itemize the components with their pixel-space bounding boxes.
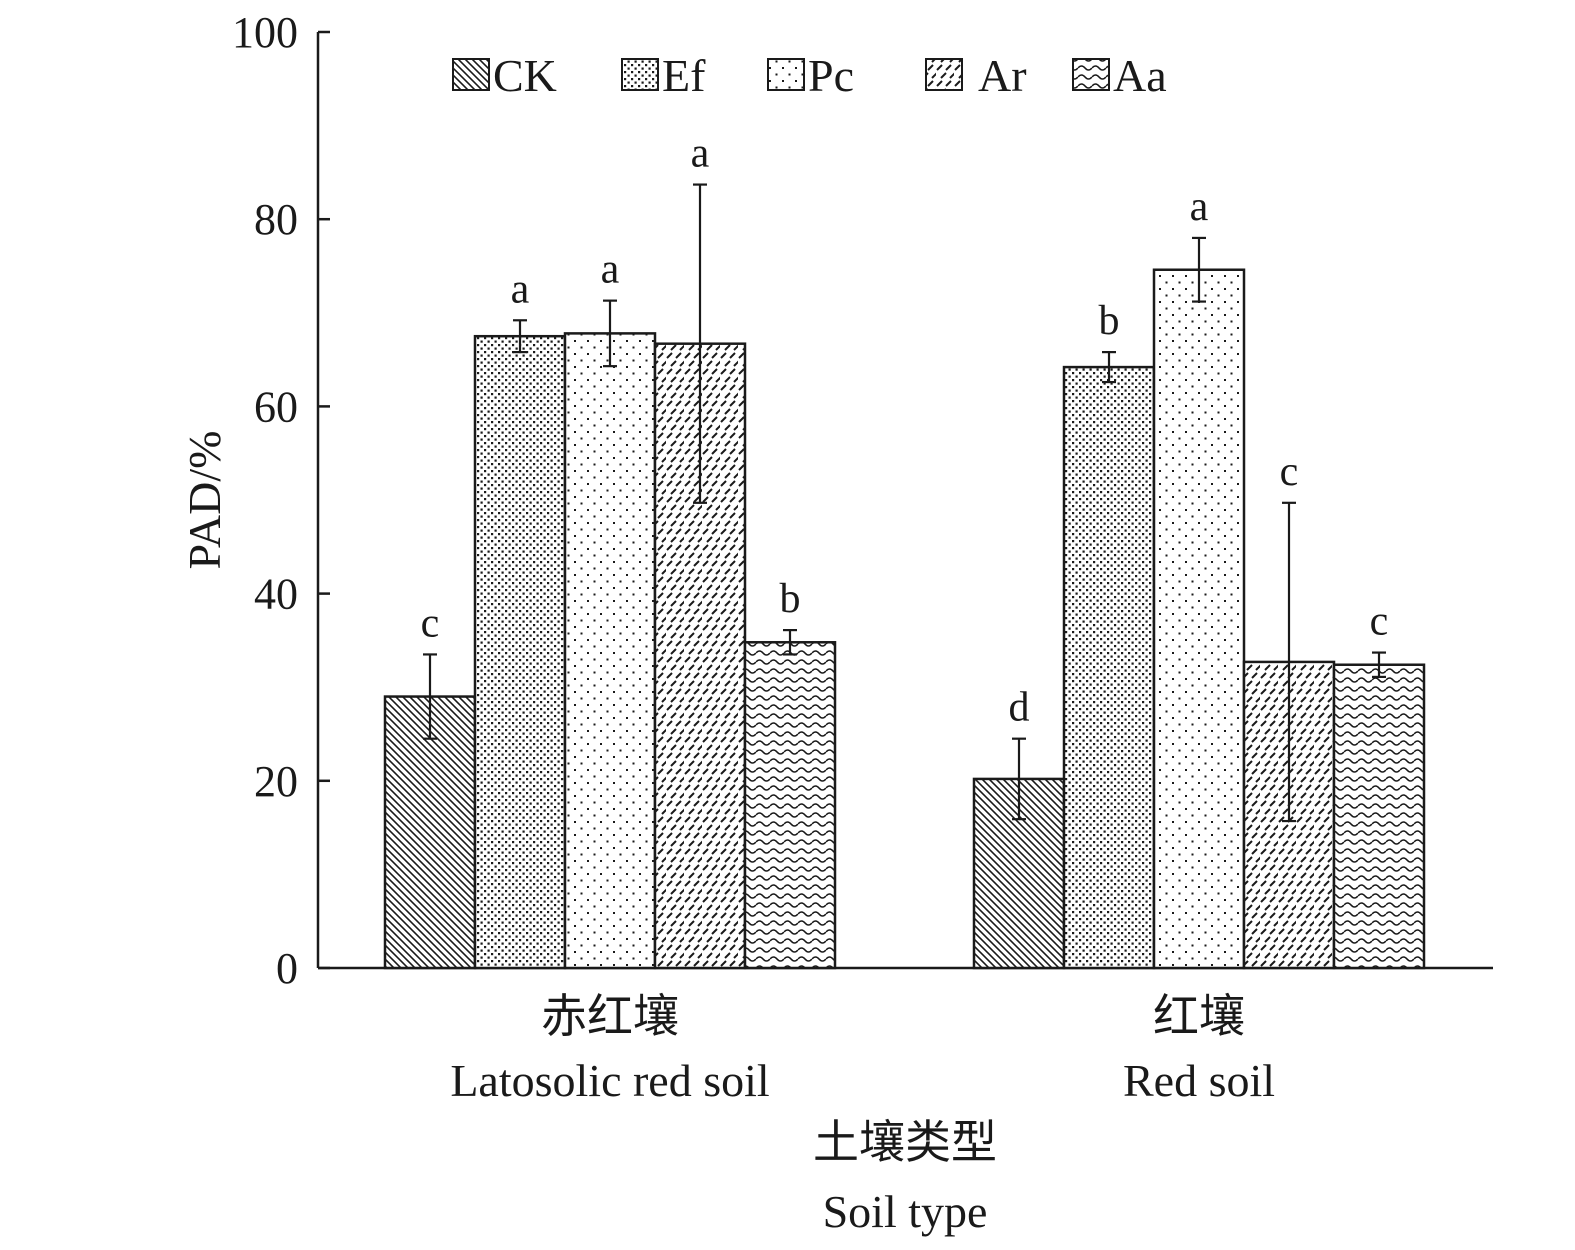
bar-aa	[1332, 663, 1426, 970]
y-tick-label: 20	[254, 757, 298, 806]
significance-label: d	[1009, 685, 1030, 731]
significance-label: b	[1099, 298, 1120, 344]
x-axis-label-en: Soil type	[823, 1186, 988, 1237]
legend-label-ef: Ef	[662, 50, 706, 101]
legend-swatch-ar	[925, 58, 963, 91]
significance-label: a	[691, 131, 710, 177]
significance-label: c	[1280, 449, 1299, 495]
legend-swatch-ef	[621, 58, 659, 91]
legend-label-pc: Pc	[808, 50, 854, 101]
significance-label: a	[511, 266, 530, 312]
y-tick-label: 100	[232, 8, 298, 57]
bar-pc	[1152, 268, 1246, 970]
bars	[383, 268, 1426, 970]
significance-label: c	[1370, 599, 1389, 645]
legend-swatch-ck	[452, 58, 490, 91]
legend: CK Ef Pc Ar Aa	[452, 50, 1167, 101]
significance-label: a	[601, 247, 620, 293]
bar-aa	[743, 641, 837, 970]
y-ticks: 0 20 40 60 80 100	[232, 8, 330, 993]
legend-swatch-pc	[767, 58, 805, 91]
category-label-zh: 赤红壤	[541, 991, 679, 1042]
error-bars	[423, 183, 1386, 823]
y-tick-label: 0	[276, 944, 298, 993]
bar-ck	[383, 695, 477, 970]
x-axis-label-zh: 土壤类型	[813, 1117, 997, 1168]
significance-label: a	[1190, 184, 1209, 230]
legend-label-ar: Ar	[978, 50, 1027, 101]
category-labels: 赤红壤 Latosolic red soil 红壤 Red soil	[450, 991, 1275, 1106]
y-tick-label: 60	[254, 382, 298, 431]
legend-label-ck: CK	[493, 50, 557, 101]
y-tick-label: 40	[254, 570, 298, 619]
legend-label-aa: Aa	[1113, 50, 1167, 101]
bar-pc	[563, 332, 657, 970]
bar-ef	[1062, 365, 1156, 970]
y-axis-label: PAD/%	[179, 431, 230, 570]
significance-label: b	[780, 576, 801, 622]
category-label-en: Latosolic red soil	[450, 1055, 769, 1106]
significance-label: c	[421, 600, 440, 646]
legend-swatch-aa	[1072, 58, 1110, 91]
bar-ef	[473, 334, 567, 970]
category-label-zh: 红壤	[1153, 991, 1245, 1042]
significance-labels: c a a a b d b a c c	[421, 131, 1389, 731]
y-tick-label: 80	[254, 195, 298, 244]
category-label-en: Red soil	[1123, 1055, 1275, 1106]
